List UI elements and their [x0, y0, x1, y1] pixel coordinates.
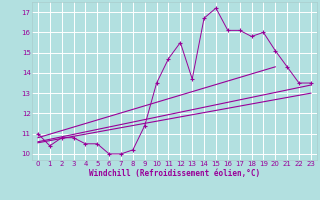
X-axis label: Windchill (Refroidissement éolien,°C): Windchill (Refroidissement éolien,°C)	[89, 169, 260, 178]
